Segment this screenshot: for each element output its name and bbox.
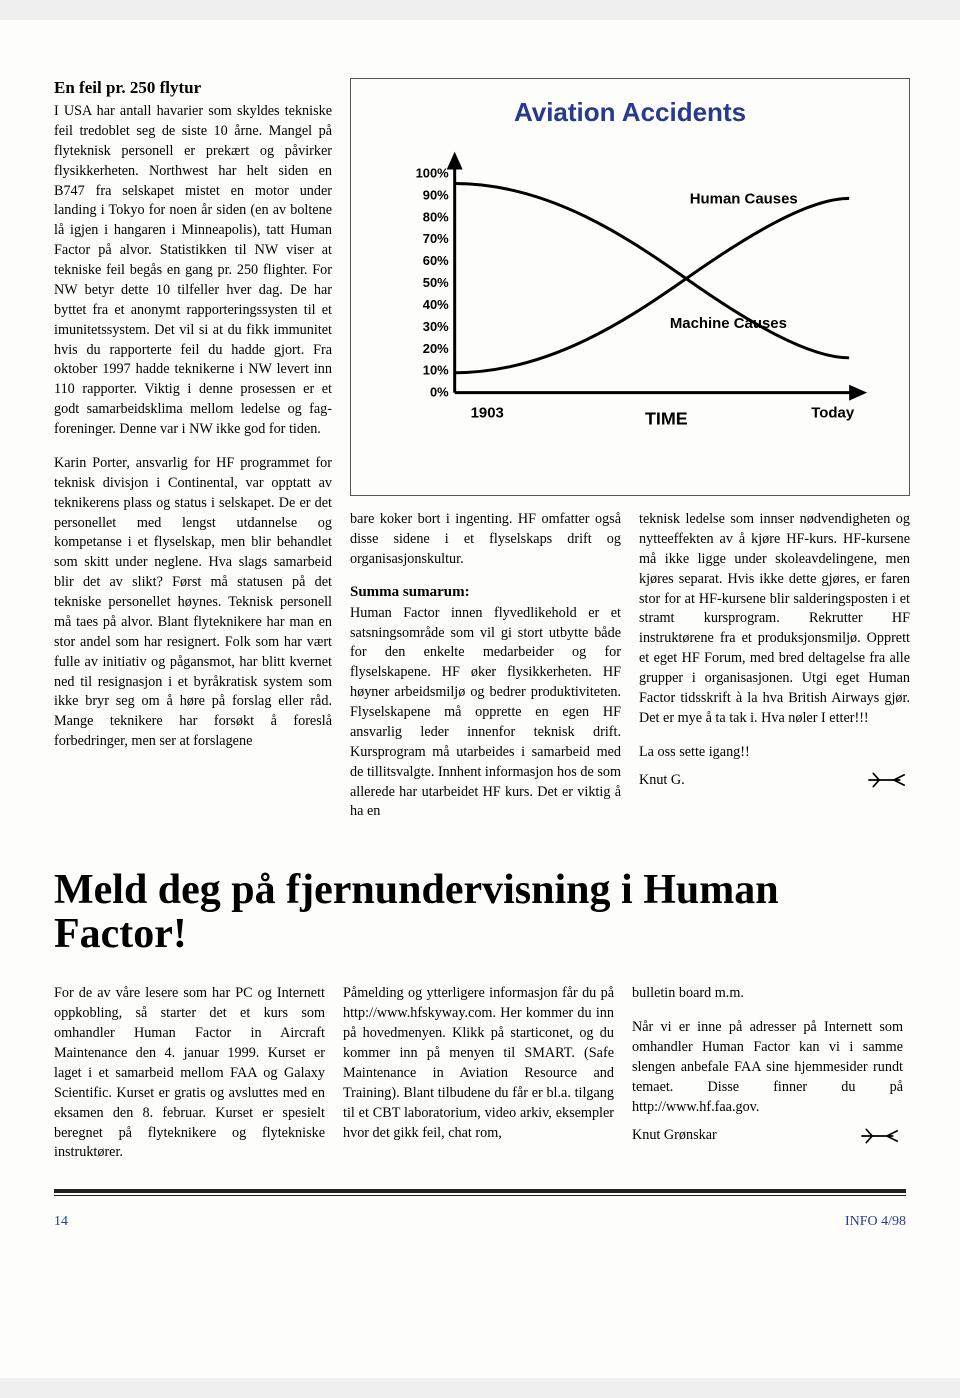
article1-p2: Karin Porter, ansvarlig for HF programme…: [54, 454, 332, 752]
article2-cols: For de av våre lesere som har PC og Inte…: [54, 984, 906, 1163]
article1-right-col: teknisk ledelse som innser nødvendighete…: [639, 510, 910, 822]
article2-author: Knut Grønskar: [632, 1126, 717, 1146]
article2-c2-text: Påmelding og ytterligere informasjon får…: [343, 984, 614, 1143]
svg-text:30%: 30%: [423, 319, 449, 334]
article2-c1: For de av våre lesere som har PC og Inte…: [54, 984, 325, 1163]
svg-text:0%: 0%: [430, 385, 449, 400]
article1-p1: I USA har antall havarier som skyldes te…: [54, 102, 332, 440]
article1-signature: Knut G.: [639, 771, 910, 791]
chart-x-start: 1903: [471, 405, 504, 422]
aviation-chart: Aviation Accidents 100% 90% 80% 70% 60% 50% 40…: [350, 78, 910, 496]
chart-human-label: Human Causes: [690, 190, 798, 207]
svg-text:100%: 100%: [416, 166, 450, 181]
article1-pmid: bare koker bort i ingenting. HF omfatter…: [350, 510, 621, 570]
article1-closing: La oss sette igang!!: [639, 743, 910, 763]
article2-c2: Påmelding og ytterligere informasjon får…: [343, 984, 614, 1163]
page: En feil pr. 250 flytur I USA har antall …: [0, 20, 960, 1378]
plane-icon: [859, 1127, 903, 1145]
svg-text:50%: 50%: [423, 275, 449, 290]
footer-rule: [54, 1189, 906, 1196]
article1-lower-cols: bare koker bort i ingenting. HF omfatter…: [350, 510, 910, 822]
chart-svg: 100% 90% 80% 70% 60% 50% 40% 30% 20% 10% 0% Human …: [371, 138, 889, 478]
article1-mid-col: bare koker bort i ingenting. HF omfatter…: [350, 510, 621, 822]
article1-summa-body: Human Factor innen flyvedlikehold er et …: [350, 604, 621, 823]
svg-text:60%: 60%: [423, 253, 449, 268]
svg-text:80%: 80%: [423, 209, 449, 224]
svg-text:20%: 20%: [423, 341, 449, 356]
article1-summa-head: Summa sumarum:: [350, 584, 621, 601]
svg-text:10%: 10%: [423, 363, 449, 378]
article2-title: Meld deg på fjernundervisning i Human Fa…: [54, 868, 906, 956]
article1-heading: En feil pr. 250 flytur: [54, 78, 332, 98]
svg-text:90%: 90%: [423, 187, 449, 202]
footer: 14 INFO 4/98: [54, 1214, 906, 1230]
article2-c3b-text: Når vi er inne på adresser på Internett …: [632, 1018, 903, 1117]
plane-icon: [866, 771, 910, 789]
article1-pright: teknisk ledelse som innser nødvendighete…: [639, 510, 910, 729]
page-number: 14: [54, 1214, 68, 1230]
issue-label: INFO 4/98: [845, 1214, 906, 1230]
article2-c3a-text: bulletin board m.m.: [632, 984, 903, 1004]
article2-c1-text: For de av våre lesere som har PC og Inte…: [54, 984, 325, 1163]
article1-left-col: En feil pr. 250 flytur I USA har antall …: [54, 78, 332, 822]
chart-x-end: Today: [811, 405, 855, 422]
chart-machine-label: Machine Causes: [670, 315, 787, 332]
svg-text:70%: 70%: [423, 231, 449, 246]
article2: Meld deg på fjernundervisning i Human Fa…: [54, 868, 906, 1163]
chart-x-axis: TIME: [645, 409, 688, 429]
article2-c3: bulletin board m.m. Når vi er inne på ad…: [632, 984, 903, 1163]
upper-row: En feil pr. 250 flytur I USA har antall …: [54, 78, 906, 822]
svg-text:40%: 40%: [423, 297, 449, 312]
article1-right-block: Aviation Accidents 100% 90% 80% 70% 60% 50% 40…: [350, 78, 910, 822]
chart-title: Aviation Accidents: [371, 97, 889, 128]
article1-author: Knut G.: [639, 771, 685, 791]
article2-signature: Knut Grønskar: [632, 1126, 903, 1146]
